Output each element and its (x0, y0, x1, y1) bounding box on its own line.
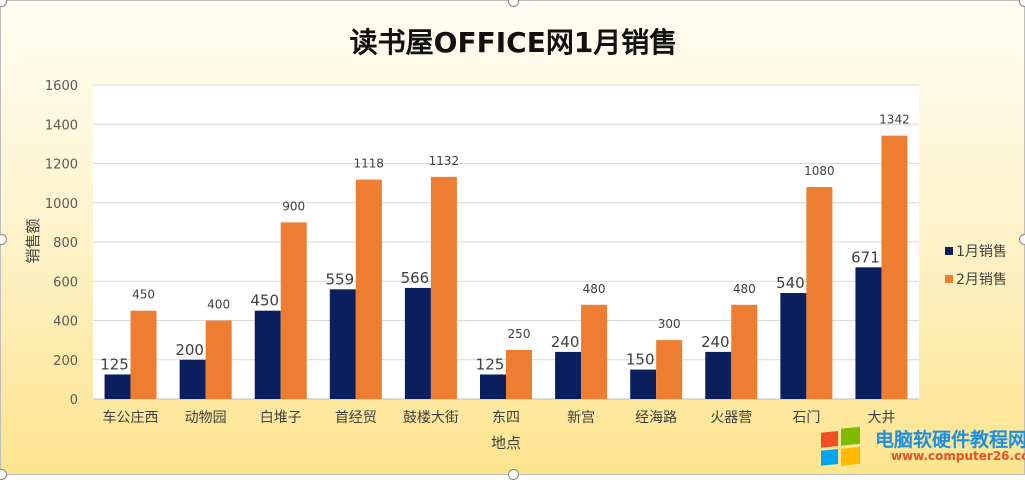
x-tick-label: 车公庄西 (103, 409, 159, 426)
bar-feb (656, 340, 683, 399)
x-tick-label: 火器营 (710, 410, 752, 426)
resize-handle[interactable] (1019, 0, 1025, 7)
data-label-jan: 240 (701, 333, 730, 351)
x-axis-title: 地点 (491, 434, 521, 452)
bar-jan (480, 374, 506, 399)
x-tick-label: 东四 (492, 410, 520, 426)
logo-yellow (841, 446, 860, 466)
bar-feb (806, 187, 833, 399)
bar-jan (780, 293, 807, 399)
x-tick-label: 新宫 (567, 410, 595, 426)
data-label-feb: 1080 (804, 164, 835, 178)
y-tick-label: 200 (53, 354, 78, 369)
y-tick-label: 400 (53, 315, 78, 330)
resize-handle[interactable] (508, 0, 519, 7)
y-tick-label: 1600 (45, 79, 78, 94)
data-label-feb: 480 (583, 282, 606, 296)
bar-feb (581, 304, 608, 399)
y-tick-label: 1400 (45, 118, 78, 133)
data-label-jan: 450 (250, 292, 279, 310)
data-label-feb: 480 (733, 282, 756, 296)
bar-jan (404, 287, 431, 399)
x-tick-label: 白堆子 (260, 410, 302, 426)
x-tick-label: 首经贸 (335, 410, 377, 426)
data-label-feb: 450 (132, 288, 155, 302)
y-axis-title: 销售额 (24, 218, 42, 263)
bar-feb (355, 179, 382, 399)
x-tick-label: 动物园 (185, 410, 227, 426)
bar-jan (555, 351, 582, 399)
bar-feb (430, 176, 457, 399)
data-label-feb: 1342 (879, 113, 910, 127)
y-tick-label: 800 (53, 236, 78, 251)
resize-handle[interactable] (0, 234, 7, 245)
data-label-jan: 540 (776, 274, 805, 292)
bar-feb (280, 222, 307, 399)
bar-feb (506, 349, 532, 399)
legend-swatch (945, 275, 953, 283)
x-tick-label: 大井 (867, 410, 895, 426)
bar-jan (705, 351, 732, 399)
legend-swatch (945, 247, 953, 255)
x-tick-label: 鼓楼大街 (403, 410, 459, 426)
data-label-jan: 125 (476, 355, 505, 373)
bar-jan (855, 267, 882, 399)
bar-feb (130, 310, 157, 399)
data-label-jan: 671 (851, 248, 880, 266)
data-label-jan: 559 (325, 270, 354, 288)
data-label-jan: 200 (175, 341, 204, 359)
bar-jan (329, 289, 356, 399)
bar-jan (179, 359, 206, 399)
bar-feb (205, 320, 232, 399)
data-label-feb: 900 (282, 199, 305, 213)
data-label-feb: 400 (207, 298, 230, 312)
data-label-feb: 250 (508, 327, 531, 341)
data-label-jan: 566 (401, 269, 430, 287)
data-label-feb: 300 (658, 317, 681, 331)
data-label-feb: 1118 (354, 157, 385, 171)
legend-label: 1月销售 (956, 244, 1007, 260)
resize-handle[interactable] (1019, 234, 1025, 245)
bar-feb (881, 135, 908, 399)
watermark-url: www.computer26.com (891, 449, 1025, 463)
x-tick-label: 经海路 (635, 410, 677, 426)
y-tick-label: 0 (70, 393, 78, 408)
chart-title: 读书屋OFFICE网1月销售 (349, 26, 678, 59)
data-label-jan: 240 (551, 333, 580, 351)
bar-jan (254, 310, 281, 399)
bar-feb (731, 304, 758, 399)
logo-green (841, 426, 860, 446)
y-tick-label: 1200 (45, 158, 78, 173)
bar-jan (104, 374, 131, 399)
watermark-logo: 电脑软硬件教程网 www.computer26.com (819, 419, 1025, 471)
data-label-jan: 125 (100, 355, 129, 373)
resize-handle[interactable] (0, 0, 7, 7)
watermark-name: 电脑软硬件教程网 (875, 429, 1025, 451)
data-label-jan: 150 (626, 351, 655, 369)
data-label-feb: 1132 (429, 154, 460, 168)
y-tick-label: 600 (53, 275, 78, 290)
y-tick-label: 1000 (45, 197, 78, 212)
bar-jan (630, 369, 657, 399)
logo-blue (821, 449, 838, 466)
legend-label: 2月销售 (956, 272, 1007, 288)
logo-red (821, 431, 838, 448)
x-tick-label: 石门 (792, 410, 820, 426)
